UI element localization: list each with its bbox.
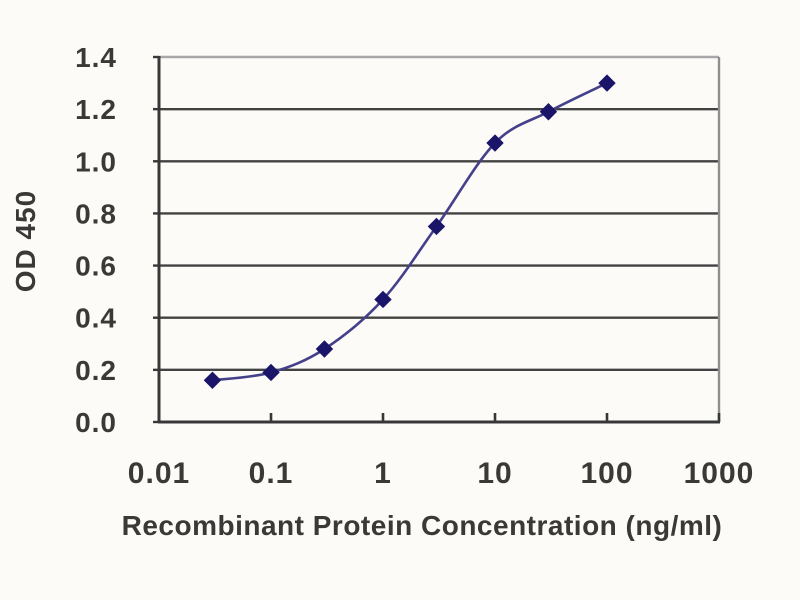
data-point-marker <box>315 340 334 358</box>
series-od450 <box>203 74 616 389</box>
axis-ticks <box>153 55 721 424</box>
x-tick-label: 10 <box>477 457 512 490</box>
data-point-marker <box>262 363 280 382</box>
y-tick-label: 0.2 <box>75 355 117 386</box>
tick-labels: 0.0 0.2 0.4 0.6 0.8 1.0 1.2 1.4 0.01 0.1 1 10 100 100… <box>75 42 755 490</box>
x-tick-label: 100 <box>580 457 633 490</box>
data-point-marker <box>598 74 616 92</box>
data-point-marker <box>203 371 222 389</box>
y-tick-label: 0.8 <box>75 198 117 229</box>
plot-border <box>157 55 721 424</box>
gridlines <box>159 107 719 372</box>
x-tick-label: 0.1 <box>249 457 294 490</box>
y-tick-label: 0.0 <box>75 407 117 438</box>
y-tick-label: 0.6 <box>75 251 117 282</box>
series-curve <box>212 81 608 382</box>
y-tick-label: 1.4 <box>75 42 117 73</box>
y-tick-label: 0.4 <box>75 303 117 334</box>
data-point-marker <box>539 103 558 121</box>
y-tick-label: 1.2 <box>75 94 117 125</box>
x-axis-title: Recombinant Protein Concentration (ng/ml… <box>121 510 723 541</box>
x-tick-label: 1 <box>374 457 392 490</box>
x-tick-label: 0.01 <box>128 457 190 490</box>
data-point-marker <box>374 290 392 309</box>
y-tick-label: 1.0 <box>75 146 117 177</box>
x-tick-label: 1000 <box>684 457 755 490</box>
data-point-marker <box>427 217 446 236</box>
y-axis-title: OD 450 <box>10 189 41 293</box>
data-point-marker <box>486 134 504 152</box>
